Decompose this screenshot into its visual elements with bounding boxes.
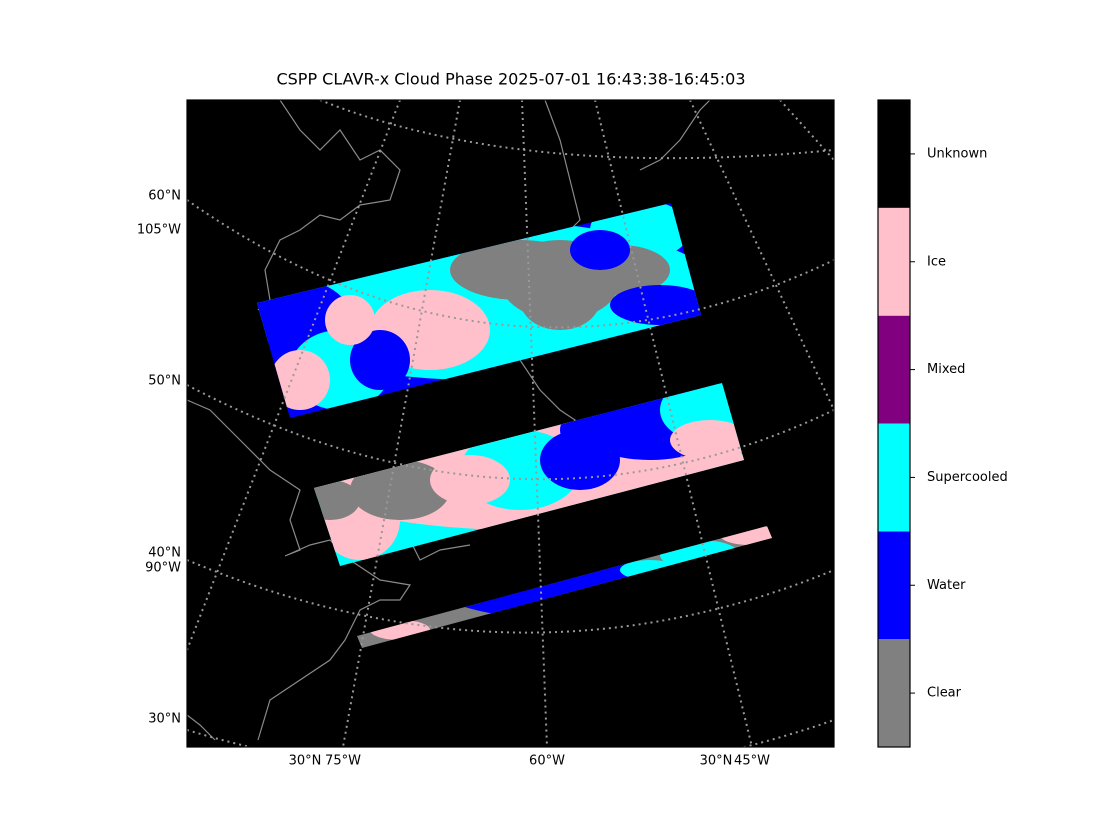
colorbar-segment xyxy=(878,531,910,640)
colorbar-frame xyxy=(877,99,911,748)
cloud-patch xyxy=(325,295,375,345)
colorbar-label: Ice xyxy=(927,254,946,269)
lat-lon-label: 30°N xyxy=(148,712,181,727)
colorbar-segment xyxy=(878,639,910,747)
colorbar: Clear Water Supercooled Mixed Ice Unknown xyxy=(877,99,1008,748)
cloud-patch xyxy=(350,460,450,520)
lat-lon-label: 60°N xyxy=(148,189,181,204)
cloud-patch xyxy=(350,330,410,390)
map-frame xyxy=(186,99,835,748)
cloud-patch xyxy=(570,230,630,270)
lat-lon-label: 40°N xyxy=(148,546,181,561)
lat-lon-label: 30°N xyxy=(700,754,733,769)
lat-lon-label: 50°N xyxy=(148,374,181,389)
lat-lon-label: 105°W xyxy=(137,223,181,238)
lat-lon-label: 30°N xyxy=(289,754,322,769)
colorbar-label: Clear xyxy=(927,686,962,701)
colorbar-label: Mixed xyxy=(927,362,965,377)
lat-lon-label: 90°W xyxy=(145,561,181,576)
lat-lon-label: 45°W xyxy=(734,754,770,769)
cloud-patch xyxy=(670,420,744,460)
colorbar-segment xyxy=(878,207,910,316)
colorbar-label: Water xyxy=(927,578,966,593)
colorbar-label: Supercooled xyxy=(927,470,1008,485)
cloud-patch xyxy=(430,455,510,505)
colorbar-segment xyxy=(878,315,910,424)
title: CSPP CLAVR-x Cloud Phase 2025-07-01 16:4… xyxy=(276,70,745,89)
colorbar-segment xyxy=(878,100,910,208)
cloud-patch xyxy=(270,350,330,410)
map-background xyxy=(187,100,834,747)
cloud-patch xyxy=(610,285,701,325)
colorbar-segment xyxy=(878,423,910,532)
lat-lon-label: 60°W xyxy=(529,754,565,769)
cloud-patch xyxy=(520,270,600,330)
lat-lon-label: 75°W xyxy=(325,754,361,769)
colorbar-label: Unknown xyxy=(927,146,987,161)
